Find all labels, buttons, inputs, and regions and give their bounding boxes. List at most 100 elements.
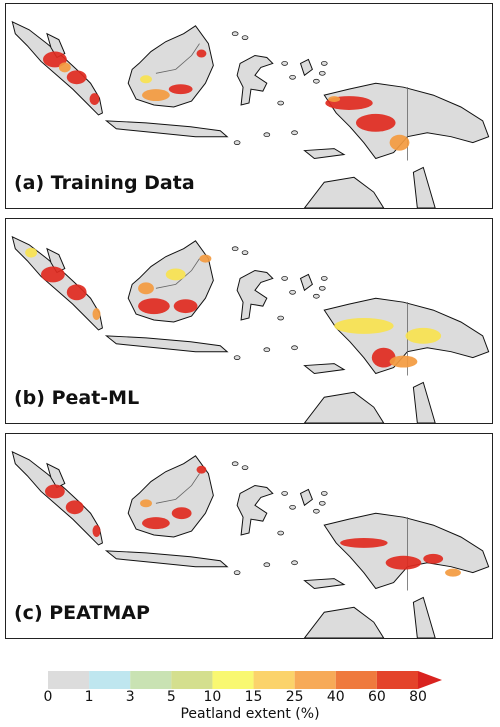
colorbar-segment (212, 671, 254, 689)
peat-patch (371, 347, 396, 368)
peat-patch (405, 327, 442, 344)
peat-patch (25, 247, 38, 258)
peat-patch (58, 62, 71, 73)
small-island (289, 74, 296, 80)
small-island (263, 562, 271, 568)
peat-patch (171, 507, 192, 520)
island-sulawesi (236, 484, 274, 536)
map-svg (11, 450, 490, 638)
small-island (241, 35, 249, 40)
peat-patch (142, 89, 170, 102)
colorbar-tick-label: 5 (166, 689, 176, 705)
small-island (241, 250, 249, 255)
peat-patch (142, 517, 170, 530)
peat-patch (140, 499, 152, 508)
peat-patch (140, 75, 152, 84)
peat-patch (138, 298, 170, 315)
small-island (320, 61, 328, 66)
island-sulawesi (236, 269, 274, 321)
small-island (277, 530, 285, 536)
island-java (104, 335, 229, 353)
borneo-border (155, 43, 200, 74)
island-borneo (127, 25, 214, 108)
island-timor (303, 578, 346, 590)
map-panel-peatml: (b) Peat-ML (5, 218, 493, 424)
island-halmahera (299, 273, 313, 292)
island-sumatra (11, 450, 103, 546)
colorbar-segment (376, 671, 418, 689)
small-island (233, 355, 241, 360)
small-island (281, 276, 288, 281)
colorbar-tick-label: 80 (409, 689, 427, 705)
island-australia (303, 176, 385, 208)
island-malay (46, 462, 66, 489)
peat-patch (445, 568, 461, 577)
panel-label: (c) PEATMAP (14, 602, 150, 624)
peat-patch (328, 96, 341, 103)
peat-patch (355, 113, 396, 132)
small-island (291, 560, 298, 566)
peat-patch (168, 84, 193, 95)
island-halmahera (299, 58, 313, 77)
small-island (291, 345, 298, 351)
colorbar-tick-label: 1 (84, 689, 94, 705)
peat-patch (43, 51, 67, 68)
peat-patch (423, 553, 444, 564)
island-sulawesi (236, 54, 274, 106)
peat-patch (385, 555, 422, 570)
peat-patch (66, 284, 87, 301)
small-island (318, 500, 326, 506)
colorbar-title: Peatland extent (%) (180, 706, 320, 722)
map-svg (11, 235, 490, 423)
small-island (320, 491, 328, 496)
island-cape (412, 381, 436, 423)
island-timor (303, 148, 346, 160)
peat-patch (92, 525, 101, 537)
peat-patch (66, 70, 87, 85)
island-sumatra (11, 20, 103, 116)
panel-label: (a) Training Data (14, 172, 195, 194)
colorbar-segment (89, 671, 131, 689)
colorbar-segment (335, 671, 377, 689)
colorbar-segment (253, 671, 295, 689)
island-java (104, 550, 229, 568)
peat-patch (334, 318, 394, 334)
small-island (281, 61, 288, 66)
island-cape (412, 166, 436, 208)
peat-patch (165, 268, 186, 281)
colorbar-segment (48, 671, 90, 689)
small-island (263, 132, 271, 138)
colorbar-tick-label: 60 (367, 689, 386, 705)
peat-patch (340, 537, 388, 548)
island-halmahera (299, 488, 313, 507)
peat-patch (138, 282, 154, 295)
colorbar-tick-label: 3 (125, 689, 135, 705)
small-island (291, 130, 298, 136)
island-cape (412, 596, 436, 638)
island-java (104, 120, 229, 138)
small-island (231, 246, 239, 252)
colorbar-extend-arrow (418, 671, 442, 689)
small-island (231, 461, 239, 467)
peat-patch (92, 308, 101, 321)
map-panel-training: (a) Training Data (5, 3, 493, 209)
island-australia (303, 606, 385, 638)
peat-patch (65, 500, 84, 515)
peat-patch (389, 134, 410, 151)
colorbar (48, 671, 442, 689)
colorbar-tick-label: 10 (203, 689, 222, 705)
island-papua (323, 512, 490, 590)
small-island (281, 491, 288, 496)
small-island (289, 289, 296, 295)
small-island (318, 285, 326, 291)
colorbar-segment (171, 671, 213, 689)
map-panel-peatmap: (c) PEATMAP (5, 433, 493, 639)
small-island (233, 140, 241, 145)
island-timor (303, 363, 346, 375)
island-australia (303, 391, 385, 423)
peat-patch (196, 465, 207, 474)
peat-patch (173, 299, 198, 314)
colorbar-segment (130, 671, 172, 689)
colorbar-tick-label: 15 (244, 689, 263, 705)
colorbar-tick-label: 0 (43, 689, 53, 705)
